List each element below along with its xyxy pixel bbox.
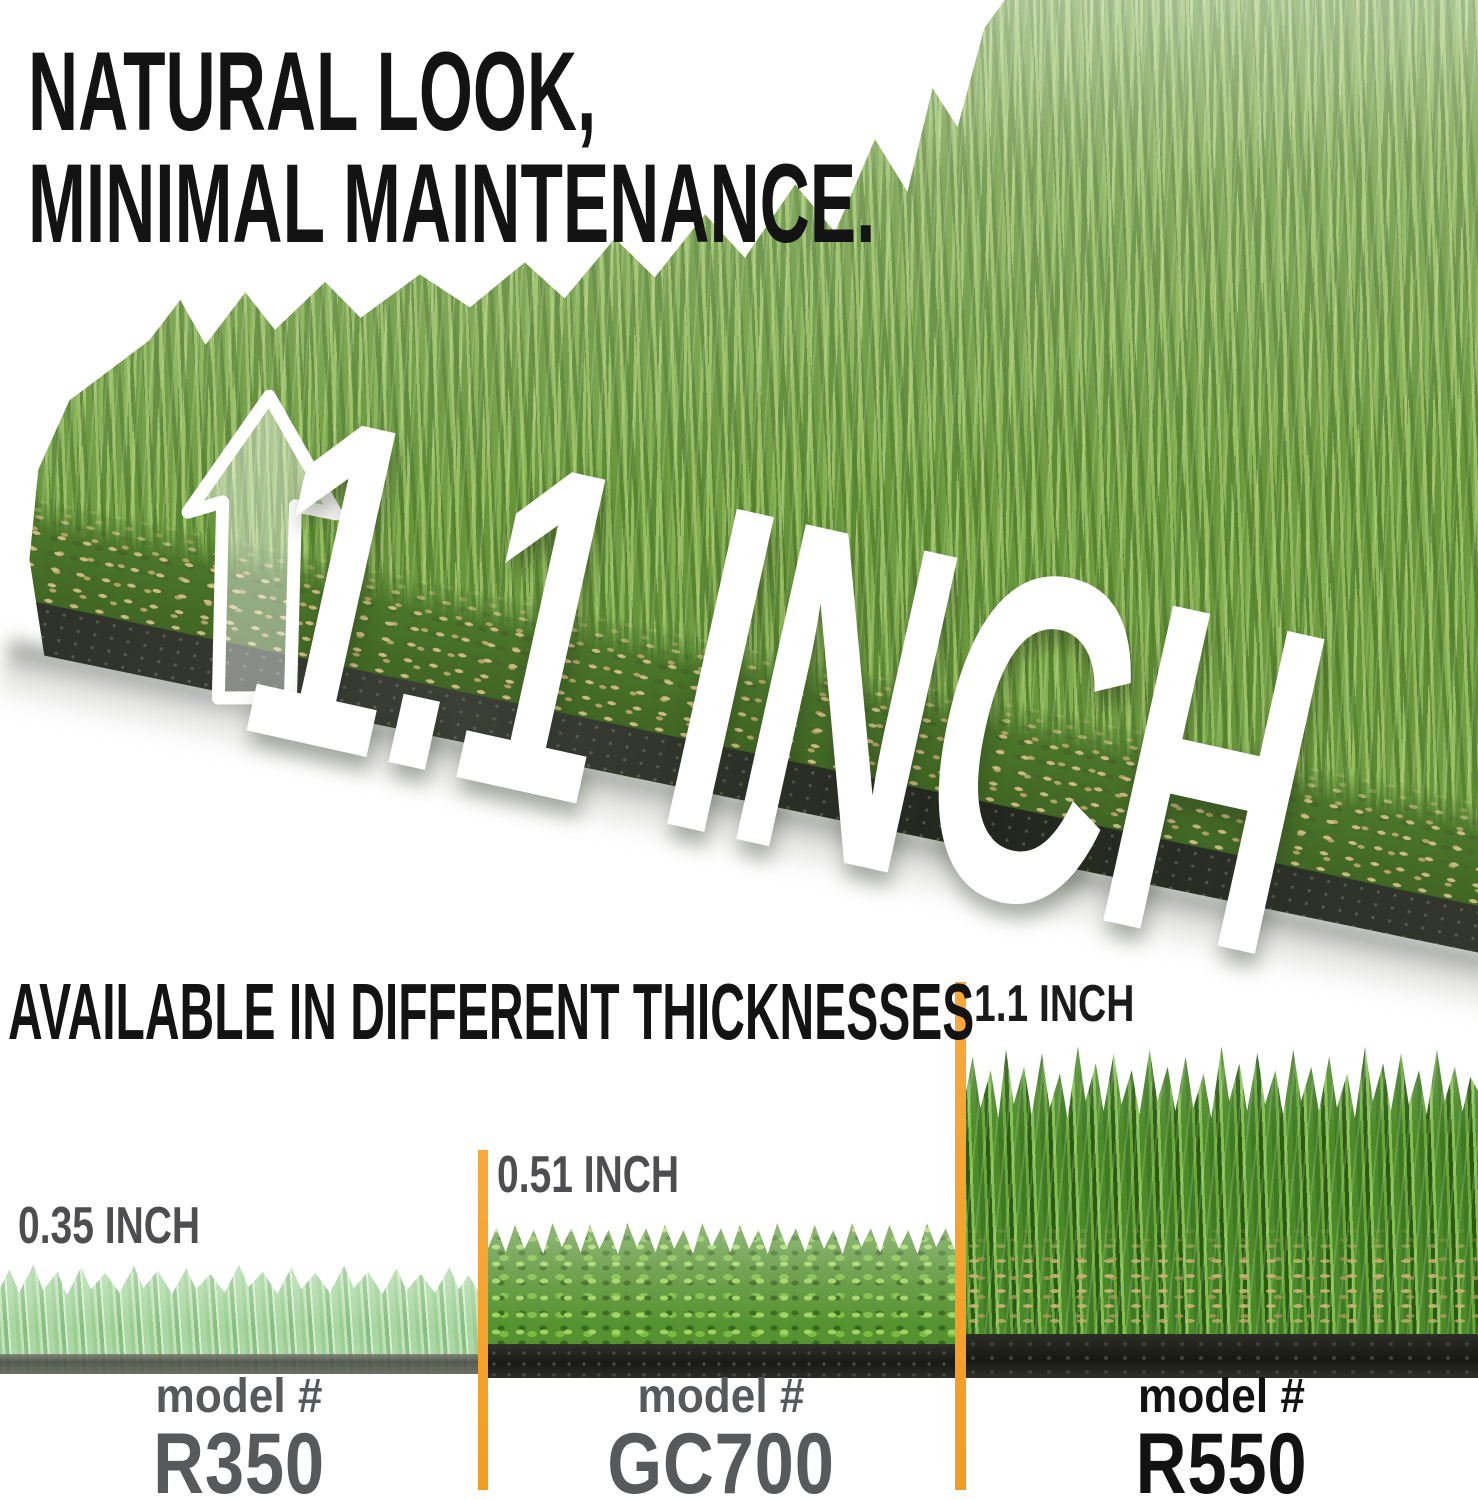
- section-heading: AVAILABLE IN DIFFERENT THICKNESSES: [8, 967, 975, 1056]
- thickness-label-r350: 0.35 INCH: [18, 1197, 201, 1255]
- headline: NATURAL LOOK, MINIMAL MAINTENANCE.: [28, 36, 1395, 260]
- model-number-gc700: GC700: [607, 1416, 835, 1500]
- headline-line1: NATURAL LOOK,: [28, 29, 597, 154]
- turf-sample-gc700: [487, 1223, 955, 1378]
- model-number-r550: R550: [1135, 1416, 1308, 1500]
- model-label-r550: model #: [1138, 1370, 1305, 1423]
- thickness-label-gc700: 0.51 INCH: [497, 1146, 680, 1204]
- column-divider-2: [955, 982, 966, 1490]
- column-divider-1: [478, 1150, 488, 1490]
- turf-sample-r550: [965, 1046, 1478, 1378]
- model-label-r350: model #: [155, 1370, 323, 1423]
- model-number-r350: R350: [153, 1416, 325, 1500]
- model-label-gc700: model #: [637, 1370, 805, 1423]
- model-block-r550: model # R550: [965, 1370, 1478, 1500]
- turf-backing-r550: [965, 1334, 1478, 1378]
- turf-backing-r350: [0, 1354, 478, 1374]
- up-arrow-icon: [181, 389, 343, 705]
- model-block-r350: model # R350: [0, 1370, 478, 1500]
- headline-line2: MINIMAL MAINTENANCE.: [28, 141, 876, 266]
- thickness-label-r550: 1.1 INCH: [974, 975, 1135, 1033]
- model-block-gc700: model # GC700: [487, 1370, 955, 1500]
- turf-backing-gc700: [487, 1344, 955, 1378]
- turf-thatch-r550: [965, 1224, 1478, 1341]
- turf-sample-r350: [0, 1264, 478, 1374]
